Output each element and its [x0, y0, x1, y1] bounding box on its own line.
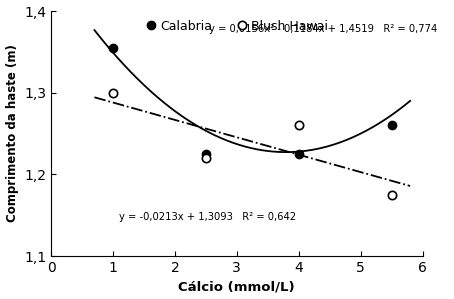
Blush Hawai [389, 193, 394, 196]
Line: Calabria: Calabria [109, 44, 396, 158]
Calabria [296, 152, 301, 156]
Legend: Calabria, Blush Hawai: Calabria, Blush Hawai [143, 17, 330, 35]
Blush Hawai [203, 156, 208, 160]
Calabria [110, 46, 116, 50]
Calabria [203, 152, 208, 156]
Blush Hawai [110, 91, 116, 94]
Text: y = -0,0213x + 1,3093   R² = 0,642: y = -0,0213x + 1,3093 R² = 0,642 [119, 212, 296, 222]
X-axis label: Cálcio (mmol/L): Cálcio (mmol/L) [178, 280, 295, 293]
Blush Hawai [296, 123, 301, 127]
Y-axis label: Comprimento da haste (m): Comprimento da haste (m) [5, 45, 19, 222]
Calabria [389, 123, 394, 127]
Line: Blush Hawai: Blush Hawai [109, 89, 396, 199]
Text: y = 0,0156x² - 0,1184x + 1,4519   R² = 0,774: y = 0,0156x² - 0,1184x + 1,4519 R² = 0,7… [209, 24, 437, 34]
